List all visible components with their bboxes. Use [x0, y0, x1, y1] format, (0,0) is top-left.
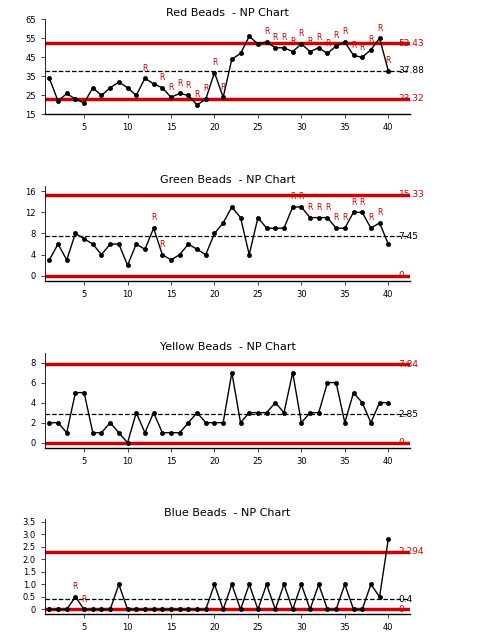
Text: R: R: [316, 33, 322, 42]
Text: R: R: [351, 41, 356, 50]
Text: R: R: [377, 208, 382, 217]
Text: R: R: [151, 214, 156, 223]
Text: R: R: [177, 79, 182, 88]
Text: R: R: [308, 203, 312, 212]
Text: R: R: [386, 56, 391, 65]
Text: 15.33: 15.33: [398, 190, 424, 199]
Text: R: R: [82, 595, 87, 604]
Text: R: R: [360, 43, 365, 52]
Text: R: R: [203, 84, 208, 93]
Text: 0.4: 0.4: [398, 595, 413, 604]
Text: R: R: [377, 24, 382, 33]
Text: R: R: [142, 63, 148, 72]
Text: R: R: [186, 81, 191, 90]
Text: 7.84: 7.84: [398, 360, 418, 369]
Text: R: R: [334, 31, 339, 40]
Text: R: R: [308, 37, 312, 46]
Text: R: R: [325, 39, 330, 48]
Text: 0: 0: [398, 605, 404, 614]
Text: 0: 0: [398, 271, 404, 280]
Text: R: R: [298, 192, 304, 202]
Title: Green Beads  - NP Chart: Green Beads - NP Chart: [160, 175, 295, 185]
Text: 0: 0: [398, 438, 404, 447]
Text: R: R: [290, 192, 296, 202]
Text: R: R: [334, 214, 339, 223]
Text: R: R: [160, 240, 165, 249]
Text: R: R: [72, 582, 78, 591]
Text: R: R: [298, 29, 304, 38]
Text: R: R: [272, 33, 278, 42]
Text: 23.32: 23.32: [398, 94, 424, 103]
Text: R: R: [368, 214, 374, 223]
Text: 37.88: 37.88: [398, 67, 424, 76]
Text: 7.45: 7.45: [398, 232, 418, 241]
Text: R: R: [351, 198, 356, 207]
Text: R: R: [160, 73, 165, 82]
Title: Blue Beads  - NP Chart: Blue Beads - NP Chart: [164, 508, 290, 518]
Text: R: R: [212, 58, 217, 67]
Text: R: R: [168, 83, 173, 92]
Text: 2.85: 2.85: [398, 410, 418, 419]
Text: R: R: [220, 83, 226, 92]
Text: 2.294: 2.294: [398, 547, 424, 556]
Text: 52.43: 52.43: [398, 38, 424, 47]
Text: R: R: [325, 203, 330, 212]
Text: R: R: [264, 28, 270, 36]
Text: R: R: [368, 35, 374, 44]
Text: R: R: [282, 33, 286, 42]
Text: R: R: [316, 203, 322, 212]
Text: R: R: [360, 198, 365, 207]
Text: R: R: [290, 37, 296, 46]
Text: R: R: [194, 90, 200, 99]
Title: Yellow Beads  - NP Chart: Yellow Beads - NP Chart: [160, 342, 296, 352]
Title: Red Beads  - NP Chart: Red Beads - NP Chart: [166, 8, 289, 19]
Text: R: R: [342, 28, 347, 36]
Text: R: R: [342, 214, 347, 223]
